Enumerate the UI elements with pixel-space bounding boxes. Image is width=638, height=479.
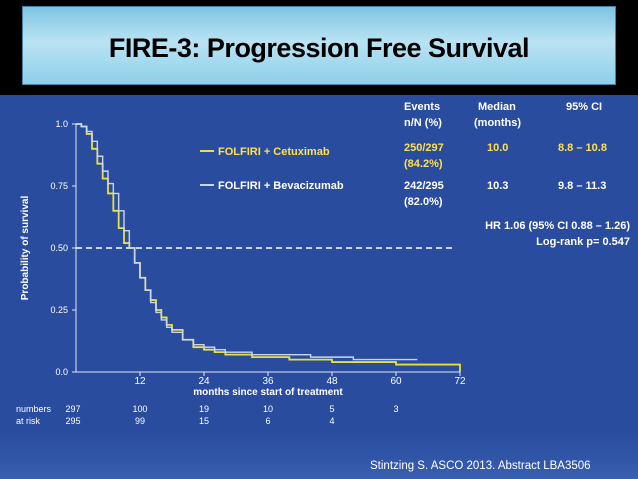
title-bar: FIRE-3: Progression Free Survival bbox=[0, 0, 638, 95]
legend-label-bevacizumab: FOLFIRI + Bevacizumab bbox=[218, 180, 344, 192]
km-curve-bevacizumab bbox=[76, 123, 418, 361]
at-risk-cetuximab-value: 19 bbox=[199, 404, 209, 414]
row-bevacizumab-events: 242/295 bbox=[404, 180, 444, 192]
header-ci: 95% CI bbox=[566, 101, 602, 113]
at-risk-bevacizumab-value: 99 bbox=[135, 416, 145, 426]
row-bevacizumab-pct: (82.0%) bbox=[404, 196, 443, 208]
y-tick-label: 0.0 bbox=[55, 367, 68, 377]
x-tick-label: 48 bbox=[326, 376, 338, 387]
slide-body bbox=[0, 95, 638, 479]
at-risk-cetuximab-value: 3 bbox=[393, 404, 398, 414]
row-bevacizumab-median: 10.3 bbox=[487, 180, 508, 192]
slide-title: FIRE-3: Progression Free Survival bbox=[108, 33, 530, 63]
at-risk-bevacizumab-value: 15 bbox=[199, 416, 209, 426]
x-axis-label: months since start of treatment bbox=[193, 387, 343, 398]
at-risk-cetuximab-value: 10 bbox=[263, 404, 273, 414]
header-median-line2: (months) bbox=[474, 117, 521, 129]
y-tick-label: 1.0 bbox=[55, 119, 68, 129]
footer-band bbox=[0, 430, 638, 479]
y-tick-label: 0.75 bbox=[50, 181, 68, 191]
at-risk-bevacizumab-value: 4 bbox=[329, 416, 334, 426]
legend-label-cetuximab: FOLFIRI + Cetuximab bbox=[218, 146, 330, 158]
y-tick-label: 0.25 bbox=[50, 305, 68, 315]
citation-text: Stintzing S. ASCO 2013. Abstract LBA3506 bbox=[370, 460, 591, 472]
x-tick-label: 36 bbox=[262, 376, 274, 387]
at-risk-bevacizumab-value: 295 bbox=[65, 416, 80, 426]
logrank-text: Log-rank p= 0.547 bbox=[536, 236, 630, 248]
at-risk-label-line1: numbers bbox=[16, 404, 52, 414]
header-events-line1: Events bbox=[404, 101, 440, 113]
header-events-line2: n/N (%) bbox=[404, 117, 442, 129]
at-risk-label-line2: at risk bbox=[16, 416, 41, 426]
title-box: FIRE-3: Progression Free Survival bbox=[22, 6, 616, 85]
at-risk-cetuximab-value: 100 bbox=[132, 404, 147, 414]
y-tick-label: 0.50 bbox=[50, 243, 68, 253]
x-tick-label: 24 bbox=[198, 376, 210, 387]
row-cetuximab-events: 250/297 bbox=[404, 142, 444, 154]
header-median-line1: Median bbox=[478, 101, 516, 113]
at-risk-cetuximab-value: 5 bbox=[329, 404, 334, 414]
x-tick-label: 60 bbox=[390, 376, 402, 387]
row-cetuximab-median: 10.0 bbox=[487, 142, 508, 154]
y-axis-label: Probability of survival bbox=[20, 196, 31, 301]
row-bevacizumab-ci: 9.8 – 11.3 bbox=[558, 180, 606, 192]
at-risk-cetuximab-value: 297 bbox=[65, 404, 80, 414]
hazard-ratio-text: HR 1.06 (95% CI 0.88 – 1.26) bbox=[485, 220, 630, 232]
row-cetuximab-ci: 8.8 – 10.8 bbox=[558, 142, 607, 154]
x-tick-label: 12 bbox=[134, 376, 146, 387]
row-cetuximab-pct: (84.2%) bbox=[404, 158, 443, 170]
x-tick-label: 72 bbox=[454, 376, 466, 387]
at-risk-bevacizumab-value: 6 bbox=[265, 416, 270, 426]
